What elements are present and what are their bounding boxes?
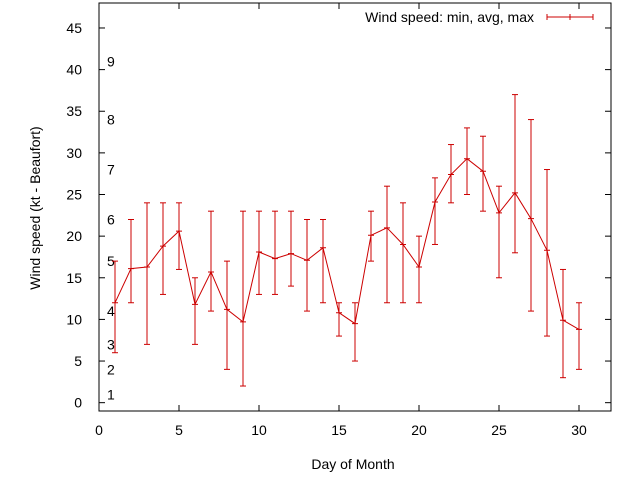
y-tick-label: 25 — [66, 187, 82, 203]
data-point — [352, 320, 358, 327]
beaufort-scale-labels: 1 2 3 4 5 6 7 8 9 — [107, 53, 115, 402]
series-line — [114, 158, 580, 330]
data-point — [384, 224, 390, 231]
data-point — [320, 244, 326, 251]
data-point — [400, 241, 406, 248]
data-point — [272, 255, 278, 262]
y-tick-label: 40 — [66, 62, 82, 78]
beaufort-label: 4 — [107, 303, 115, 319]
legend-marker — [567, 14, 573, 20]
x-tick-label: 10 — [251, 422, 267, 438]
beaufort-label: 7 — [107, 162, 115, 178]
data-point — [448, 171, 454, 178]
x-tick-label: 0 — [95, 422, 103, 438]
data-point — [560, 317, 566, 324]
series-markers — [112, 155, 582, 333]
data-point — [144, 263, 150, 270]
data-point — [496, 209, 502, 216]
data-point — [288, 250, 294, 257]
legend-series-label: Wind speed: min, avg, max — [365, 9, 534, 25]
beaufort-label: 3 — [107, 336, 115, 352]
y-tick-label: 15 — [66, 270, 82, 286]
error-bars — [112, 94, 582, 387]
beaufort-label: 9 — [107, 53, 115, 69]
data-point — [528, 215, 534, 222]
y-tick-label: 35 — [66, 103, 82, 119]
y-tick-label: 30 — [66, 145, 82, 161]
beaufort-label: 6 — [107, 211, 115, 227]
data-point — [112, 299, 118, 306]
beaufort-label: 5 — [107, 253, 115, 269]
data-point — [128, 265, 134, 272]
x-tick-label: 25 — [491, 422, 507, 438]
x-tick-label: 20 — [411, 422, 427, 438]
data-point — [480, 168, 486, 175]
data-point — [432, 199, 438, 206]
beaufort-label: 1 — [107, 386, 115, 402]
data-point — [256, 248, 262, 255]
axis-ticks — [98, 3, 611, 411]
data-point — [192, 301, 198, 308]
x-axis-label: Day of Month — [311, 456, 394, 472]
y-tick-label: 0 — [74, 395, 82, 411]
data-point — [576, 326, 582, 333]
y-tick-label: 20 — [66, 228, 82, 244]
data-point — [512, 189, 518, 196]
data-point — [208, 268, 214, 275]
data-point — [464, 155, 470, 162]
data-point — [240, 318, 246, 325]
data-point — [368, 232, 374, 239]
data-point — [224, 306, 230, 313]
data-point — [304, 257, 310, 264]
data-point — [544, 247, 550, 254]
legend: Wind speed: min, avg, max — [365, 9, 594, 25]
y-axis-label: Wind speed (kt - Beaufort) — [27, 126, 43, 289]
y-tick-label: 10 — [66, 311, 82, 327]
beaufort-label: 2 — [107, 361, 115, 377]
data-point — [176, 228, 182, 235]
y-tick-label: 45 — [66, 20, 82, 36]
y-tick-label: 5 — [74, 353, 82, 369]
data-point — [336, 309, 342, 316]
x-tick-label: 30 — [571, 422, 587, 438]
plot-frame — [98, 2, 612, 412]
x-tick-label: 5 — [175, 422, 183, 438]
data-point — [416, 263, 422, 270]
x-tick-label: 15 — [331, 422, 347, 438]
data-point — [160, 243, 166, 250]
beaufort-label: 8 — [107, 112, 115, 128]
